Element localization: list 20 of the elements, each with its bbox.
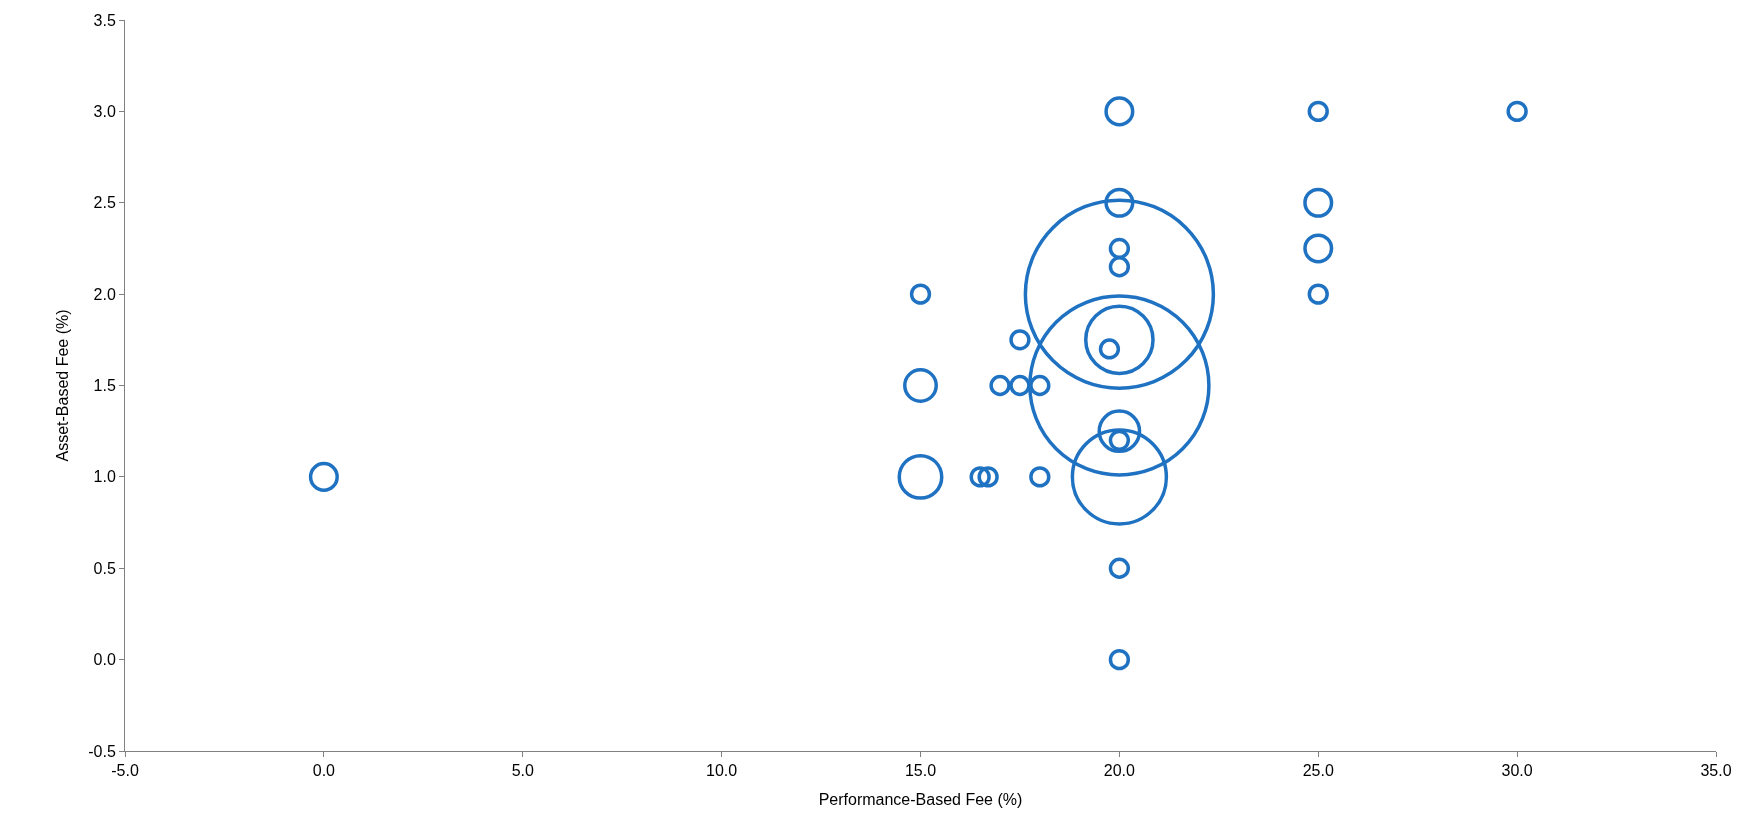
y-tick-label: 3.5 [93, 11, 116, 29]
x-tick-label: 10.0 [706, 762, 738, 780]
y-tick-label: 2.5 [93, 194, 116, 212]
y-tick-label: 1.0 [93, 468, 116, 486]
x-tick-label: 0.0 [312, 762, 336, 780]
x-tick-label: 35.0 [1700, 762, 1732, 780]
y-tick-label: 2.0 [93, 285, 116, 303]
y-tick-label: 0.5 [93, 559, 116, 577]
y-tick-label: 1.5 [93, 377, 116, 395]
x-tick-label: 20.0 [1103, 762, 1136, 780]
x-tick-label: 15.0 [904, 762, 937, 780]
x-tick-label: 5.0 [511, 762, 534, 780]
y-tick-label: 0.0 [93, 651, 116, 669]
x-tick-label: 30.0 [1501, 762, 1533, 780]
x-tick-label: -5.0 [111, 762, 139, 780]
y-axis-title: Asset-Based Fee (%) [54, 309, 72, 462]
y-tick-label: 3.0 [93, 102, 116, 120]
y-tick-label: -0.5 [88, 742, 116, 760]
x-tick-label: 25.0 [1302, 762, 1334, 780]
x-axis-title: Performance-Based Fee (%) [818, 790, 1023, 808]
